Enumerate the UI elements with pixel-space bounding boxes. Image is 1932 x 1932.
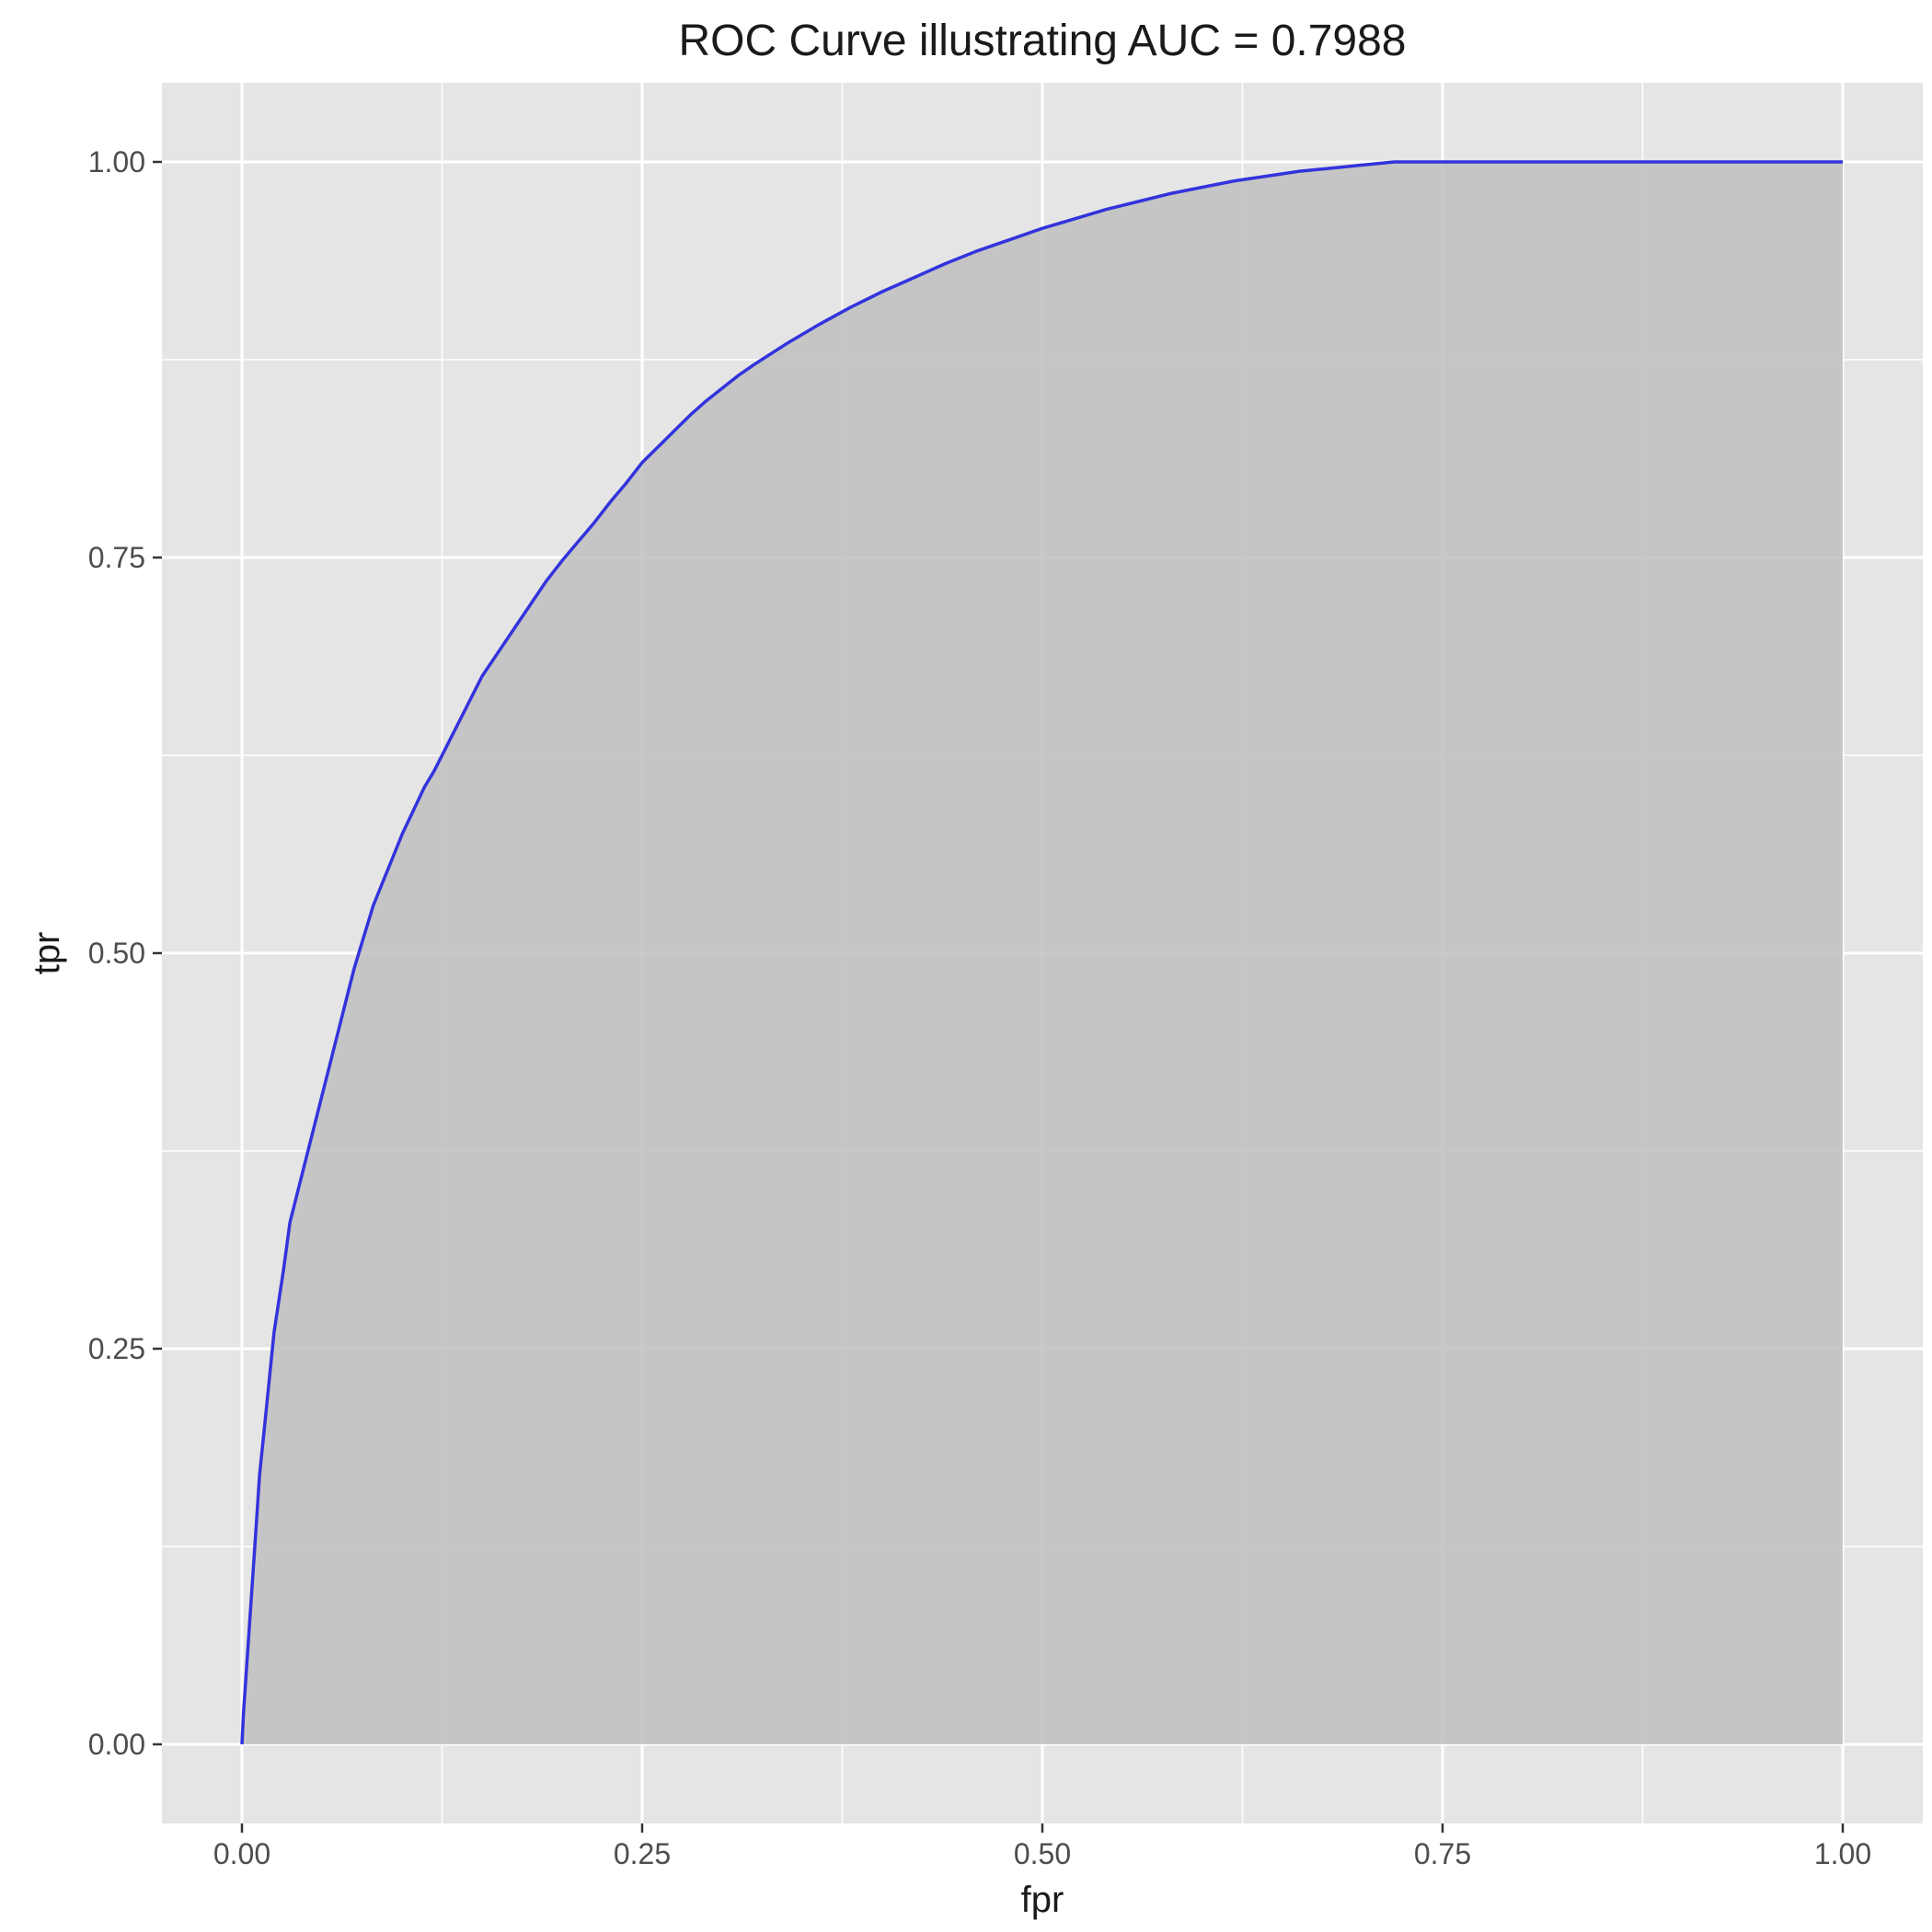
- roc-curve-line: [240, 160, 1843, 1745]
- x-axis: 0.00 0.25 0.50 0.75 1.00: [213, 1823, 1871, 1870]
- x-tick-label: 0.25: [614, 1837, 671, 1870]
- y-axis-label: tpr: [27, 932, 67, 975]
- x-axis-label: fpr: [1021, 1880, 1064, 1920]
- y-tick-label: 0.00: [88, 1728, 145, 1761]
- y-tick-label: 0.75: [88, 541, 145, 574]
- roc-area-fill: [242, 162, 1843, 1744]
- x-tick-label: 0.00: [213, 1837, 270, 1870]
- x-tick-label: 1.00: [1814, 1837, 1871, 1870]
- x-tick-label: 0.50: [1014, 1837, 1071, 1870]
- y-tick-label: 1.00: [88, 145, 145, 178]
- y-tick-label: 0.50: [88, 937, 145, 970]
- y-axis: 0.00 0.25 0.50 0.75 1.00: [88, 145, 162, 1761]
- chart-title: ROC Curve illustrating AUC = 0.7988: [678, 17, 1406, 65]
- y-tick-label: 0.25: [88, 1332, 145, 1365]
- x-tick-label: 0.75: [1414, 1837, 1471, 1870]
